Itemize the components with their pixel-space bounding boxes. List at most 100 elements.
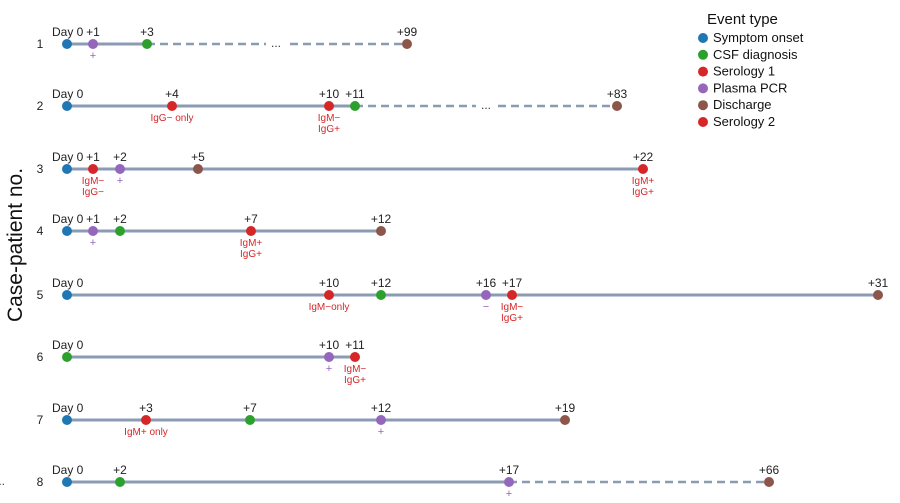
legend-item-discharge: Discharge	[698, 97, 772, 112]
result-label: IgM+	[240, 238, 263, 249]
event-marker-pcr	[324, 352, 334, 362]
event-marker-discharge	[764, 477, 774, 487]
legend-swatch	[698, 100, 708, 111]
row-label: 7	[37, 413, 44, 427]
legend-swatch	[698, 49, 708, 60]
legend-title: Event type	[707, 11, 778, 28]
day-label: Day 0	[52, 25, 84, 39]
day-label: +12	[371, 276, 392, 290]
event-marker-sero2	[324, 101, 334, 111]
legend-item-sero2: Serology 2	[698, 114, 775, 129]
day-label: +66	[759, 463, 780, 477]
row-label: 8	[37, 475, 44, 489]
result-label: +	[90, 237, 96, 249]
day-label: +1	[86, 150, 100, 164]
legend-swatch	[698, 83, 708, 94]
event-marker-discharge	[873, 290, 883, 300]
timeline-row-6: 6 Day 0 +10 + +11 IgM−IgG+	[37, 338, 367, 386]
day-label: +17	[499, 463, 520, 477]
result-label: IgG+	[318, 124, 340, 135]
day-label: +31	[868, 276, 889, 290]
event-marker-onset	[62, 415, 72, 425]
result-label: IgG+	[632, 187, 654, 198]
legend-item-onset: Symptom onset	[698, 30, 804, 45]
event-marker-sero1	[141, 415, 151, 425]
event-marker-onset	[62, 477, 72, 487]
gap-mask	[0, 475, 20, 489]
day-label: +17	[502, 276, 523, 290]
result-label: IgM−only	[309, 302, 350, 313]
event-marker-sero2	[638, 164, 648, 174]
timeline-row-3: 3 Day 0 +1 IgM−IgG− +2 + +5 +22 IgM+IgG+	[37, 150, 655, 198]
result-label: +	[90, 50, 96, 62]
result-label: IgM−	[501, 302, 524, 313]
event-marker-csf	[245, 415, 255, 425]
result-label: +	[378, 426, 384, 438]
gap-ellipsis: ...	[0, 474, 5, 488]
event-marker-sero1	[350, 352, 360, 362]
day-label: +3	[139, 401, 153, 415]
event-marker-csf	[62, 352, 72, 362]
day-label: +99	[397, 25, 418, 39]
day-label: Day 0	[52, 150, 84, 164]
event-marker-discharge	[193, 164, 203, 174]
result-label: IgG+	[344, 375, 366, 386]
event-marker-onset	[62, 39, 72, 49]
result-label: −	[483, 301, 489, 313]
legend-item-sero1: Serology 1	[698, 64, 775, 79]
result-label: IgM−	[344, 364, 367, 375]
day-label: +7	[244, 212, 258, 226]
day-label: +11	[345, 87, 365, 101]
gap-mask	[266, 37, 286, 51]
result-label: IgM+	[632, 176, 655, 187]
day-label: +5	[191, 150, 205, 164]
result-label: IgM+ only	[124, 427, 168, 438]
legend: Event type Symptom onset CSF diagnosis Ser…	[698, 11, 804, 129]
legend-label: CSF diagnosis	[713, 47, 798, 62]
legend-swatch	[698, 33, 708, 43]
event-marker-pcr	[115, 164, 125, 174]
event-marker-discharge	[612, 101, 622, 111]
legend-label: Plasma PCR	[713, 80, 787, 95]
legend-label: Discharge	[713, 97, 772, 112]
row-label: 2	[37, 99, 44, 113]
event-marker-sero1	[167, 101, 177, 111]
event-marker-pcr	[504, 477, 514, 487]
event-marker-csf	[115, 477, 125, 487]
timeline-row-5: 5 Day 0 +10 IgM−only +12 +16 − +17 IgM−IgG+ +31	[37, 276, 889, 324]
event-marker-pcr	[376, 415, 386, 425]
day-label: +16	[476, 276, 497, 290]
timeline-row-1: 1 ... Day 0 +1 + +3 +99	[37, 25, 418, 62]
day-label: +19	[555, 401, 576, 415]
result-label: IgG− only	[150, 113, 193, 124]
legend-label: Symptom onset	[713, 30, 804, 45]
result-label: IgG−	[82, 187, 104, 198]
result-label: IgM−	[318, 113, 341, 124]
day-label: +4	[165, 87, 179, 101]
event-marker-onset	[62, 290, 72, 300]
legend-item-csf: CSF diagnosis	[698, 47, 798, 62]
row-label: 5	[37, 288, 44, 302]
event-marker-discharge	[560, 415, 570, 425]
day-label: +10	[319, 338, 340, 352]
result-label: +	[117, 175, 123, 187]
day-label: Day 0	[52, 338, 84, 352]
event-marker-csf	[142, 39, 152, 49]
legend-label: Serology 1	[713, 64, 775, 79]
event-marker-pcr	[88, 226, 98, 236]
day-label: +1	[86, 25, 100, 39]
legend-label: Serology 2	[713, 114, 775, 129]
day-label: +12	[371, 401, 392, 415]
day-label: +83	[607, 87, 628, 101]
event-marker-sero1	[324, 290, 334, 300]
day-label: +2	[113, 463, 127, 477]
legend-swatch	[698, 117, 708, 127]
result-label: IgG+	[501, 313, 523, 324]
day-label: +7	[243, 401, 257, 415]
y-axis-label: Case-patient no.	[4, 168, 27, 322]
day-label: Day 0	[52, 87, 84, 101]
result-label: IgG+	[240, 249, 262, 260]
day-label: Day 0	[52, 212, 84, 226]
timeline-row-4: 4 Day 0 +1 + +2 +7 IgM+IgG+ +12	[37, 212, 392, 260]
